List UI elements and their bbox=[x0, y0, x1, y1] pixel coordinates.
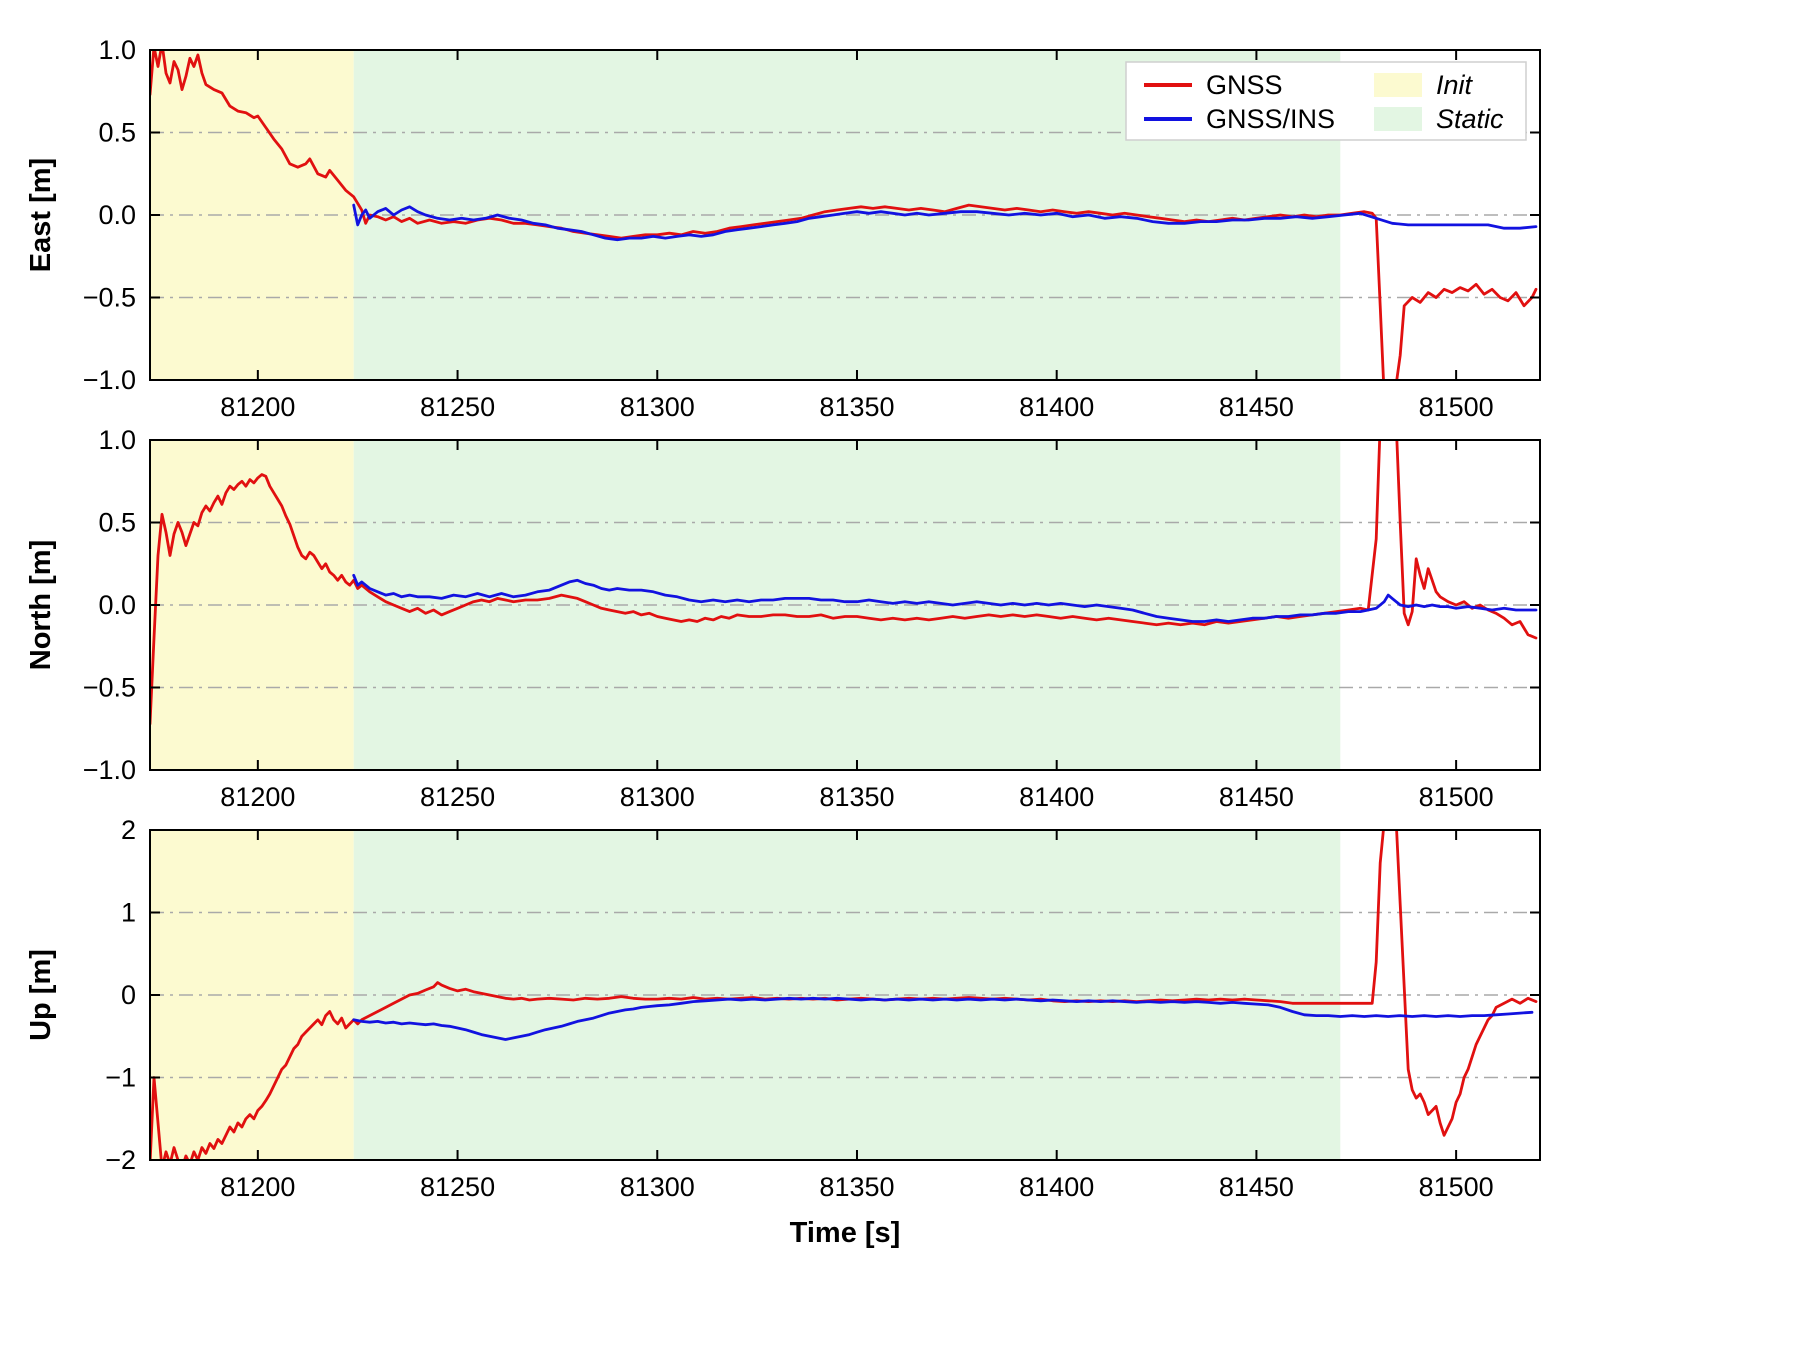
x-tick-label: 81300 bbox=[620, 392, 695, 422]
y-tick-label: 0.5 bbox=[98, 508, 136, 538]
x-tick-label: 81300 bbox=[620, 1172, 695, 1202]
x-tick-label: 81450 bbox=[1219, 392, 1294, 422]
y-tick-label: −1 bbox=[105, 1063, 136, 1093]
legend-label: Static bbox=[1436, 104, 1504, 134]
x-tick-label: 81350 bbox=[819, 782, 894, 812]
y-tick-label: 0.0 bbox=[98, 590, 136, 620]
y-tick-label: 0.5 bbox=[98, 118, 136, 148]
y-tick-label: 2 bbox=[121, 815, 136, 845]
y-axis-label-east: East [m] bbox=[25, 158, 57, 272]
x-tick-label: 81200 bbox=[220, 392, 295, 422]
x-tick-label: 81250 bbox=[420, 782, 495, 812]
y-axis-label-north: North [m] bbox=[25, 540, 57, 670]
x-tick-label: 81250 bbox=[420, 1172, 495, 1202]
y-tick-label: −1.0 bbox=[83, 755, 136, 785]
x-tick-label: 81500 bbox=[1419, 782, 1494, 812]
x-tick-label: 81200 bbox=[220, 782, 295, 812]
legend-label: GNSS bbox=[1206, 70, 1283, 100]
legend-box bbox=[1125, 61, 1527, 141]
gnss-line bbox=[150, 830, 1538, 1160]
legend: GNSS GNSS/INS Init Static bbox=[1125, 61, 1527, 141]
legend-label: GNSS/INS bbox=[1206, 104, 1335, 134]
gnss-ins-line bbox=[352, 573, 1538, 623]
x-tick-label: 81500 bbox=[1419, 392, 1494, 422]
x-tick-label: 81450 bbox=[1219, 782, 1294, 812]
x-tick-label: 81400 bbox=[1019, 782, 1094, 812]
y-tick-label: −0.5 bbox=[83, 673, 136, 703]
gnss-ins-line bbox=[352, 203, 1538, 242]
y-axis-label-up: Up [m] bbox=[25, 949, 57, 1041]
legend-patch-swatch bbox=[1374, 107, 1422, 131]
x-tick-label: 81350 bbox=[819, 1172, 894, 1202]
x-tick-label: 81500 bbox=[1419, 1172, 1494, 1202]
x-tick-label: 81400 bbox=[1019, 392, 1094, 422]
y-tick-label: 1 bbox=[121, 898, 136, 928]
legend-label: Init bbox=[1436, 70, 1474, 100]
legend-patch-swatch bbox=[1374, 73, 1422, 97]
up-subplot: 81200 81250 81300 81350 81400 81450 81500 2 1 0 −1… bbox=[25, 815, 1541, 1202]
x-tick-label: 81350 bbox=[819, 392, 894, 422]
y-tick-label: −1.0 bbox=[83, 365, 136, 395]
y-tick-label: −0.5 bbox=[83, 283, 136, 313]
y-tick-label: 1.0 bbox=[98, 35, 136, 65]
x-tick-label: 81450 bbox=[1219, 1172, 1294, 1202]
y-tick-label: 1.0 bbox=[98, 425, 136, 455]
x-tick-label: 81250 bbox=[420, 392, 495, 422]
y-tick-label: −2 bbox=[105, 1145, 136, 1175]
x-tick-label: 81200 bbox=[220, 1172, 295, 1202]
x-tick-label: 81400 bbox=[1019, 1172, 1094, 1202]
x-tick-label: 81300 bbox=[620, 782, 695, 812]
y-tick-label: 0.0 bbox=[98, 200, 136, 230]
gnss-line bbox=[150, 440, 1538, 726]
gnss-ins-line bbox=[352, 996, 1534, 1041]
north-subplot: 81200 81250 81300 81350 81400 81450 81500 1.0 0.… bbox=[25, 425, 1541, 812]
y-tick-label: 0 bbox=[121, 980, 136, 1010]
x-axis-label: Time [s] bbox=[790, 1217, 901, 1249]
